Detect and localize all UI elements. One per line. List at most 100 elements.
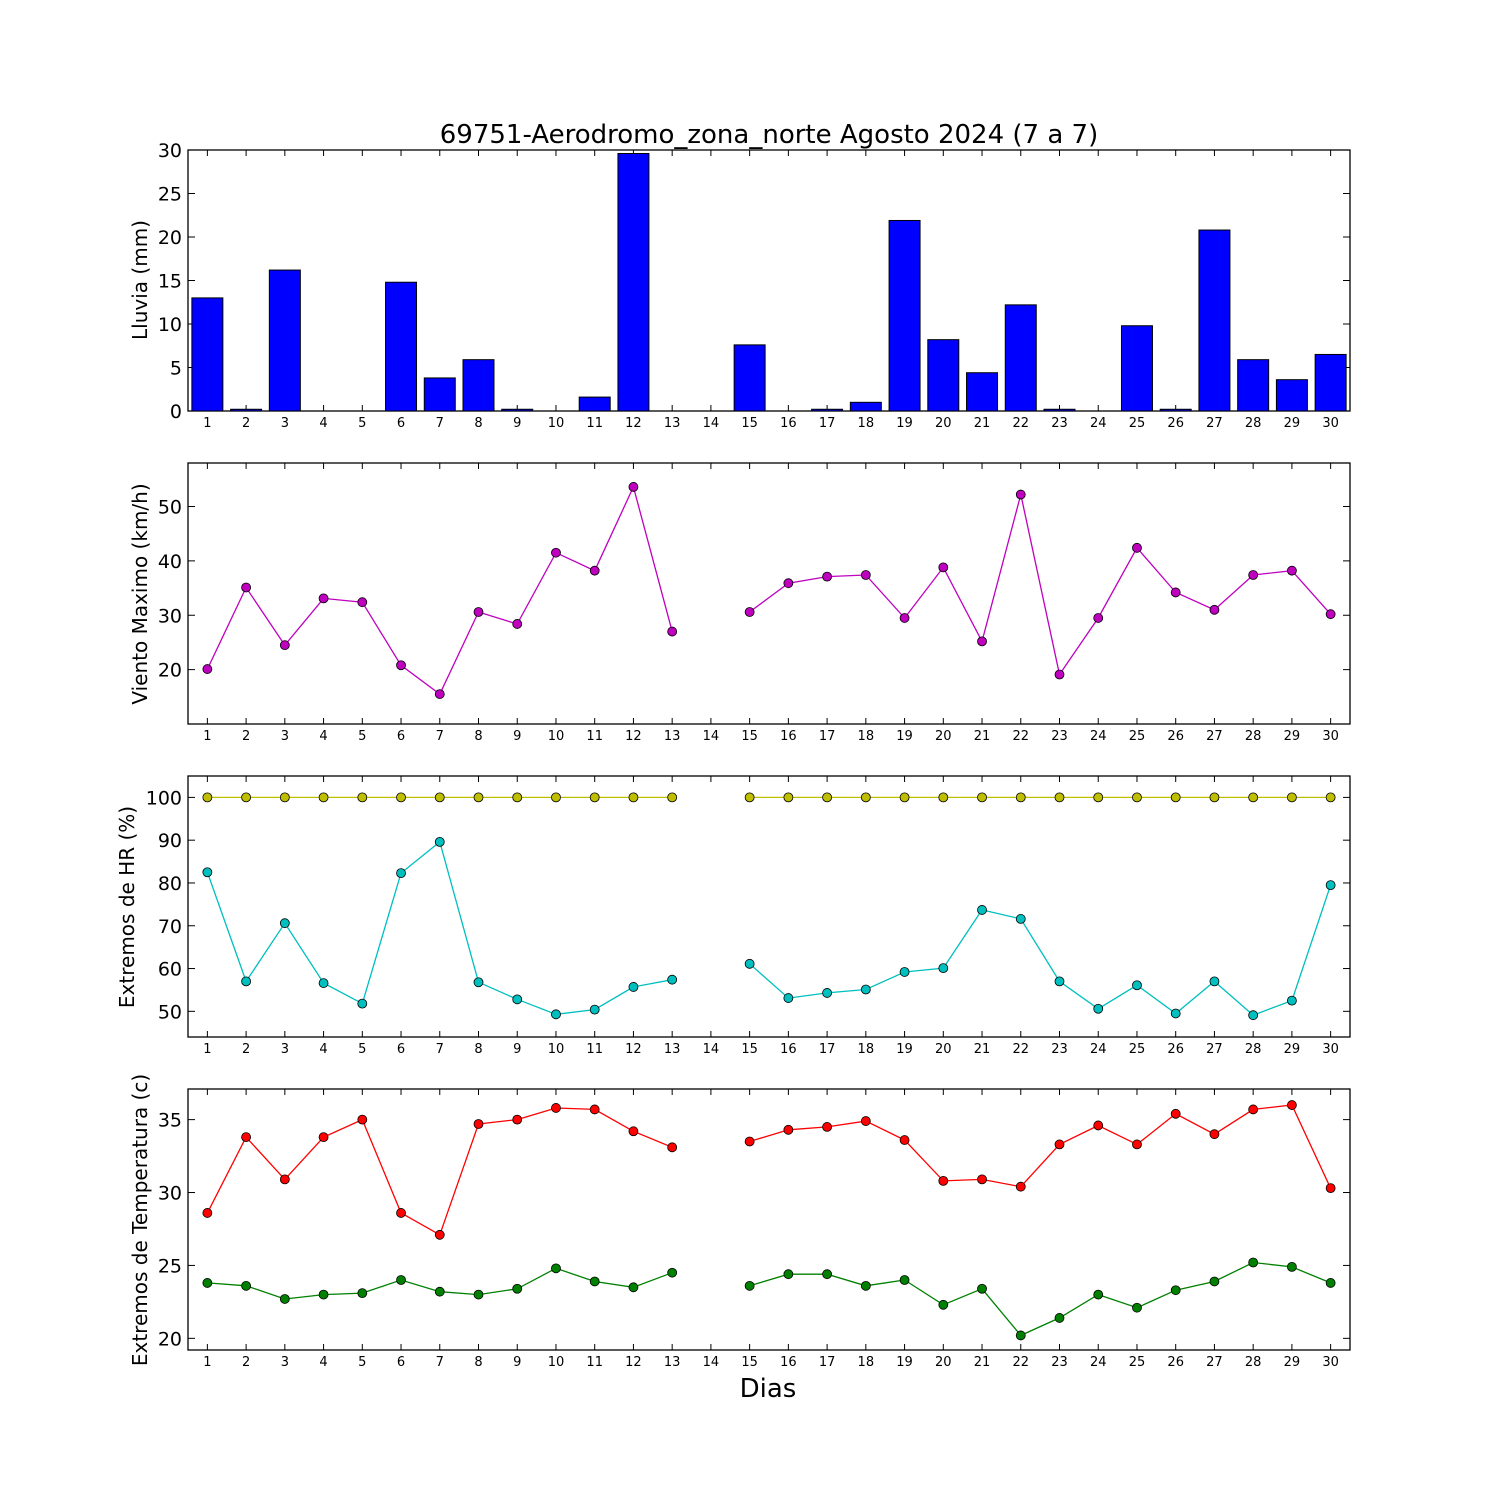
wind-point-wind	[1287, 565, 1297, 576]
humidity-point-hr_min	[899, 967, 910, 977]
humidity-point-hr_min	[512, 994, 523, 1005]
temperature-point-t_max	[899, 1135, 910, 1145]
wind-x-tick-label: 7	[436, 729, 444, 744]
temperature-point-t_max	[822, 1122, 832, 1132]
wind-point-wind	[977, 636, 987, 647]
temperature-point-t_max	[977, 1174, 987, 1185]
temperature-x-tick-label: 2	[242, 1355, 250, 1370]
temperature-series-line-t_max	[749, 1104, 1332, 1189]
rain-x-tick-label: 11	[586, 416, 603, 431]
temperature-point-t_max	[589, 1104, 600, 1115]
wind-x-tick-label: 12	[625, 729, 642, 744]
humidity-point-hr_min	[318, 978, 329, 988]
wind-point-wind	[241, 582, 252, 593]
humidity-point-hr_max	[1209, 792, 1220, 803]
temperature-point-t_min	[667, 1267, 678, 1278]
wind-point-wind	[1054, 669, 1065, 680]
temperature-y-tick-label: 35	[158, 1110, 182, 1132]
temperature-x-tick-label: 14	[703, 1355, 720, 1370]
temperature-point-t_max	[357, 1114, 368, 1125]
humidity-plot-frame	[187, 775, 1351, 1038]
rain-x-tick-label: 18	[858, 416, 875, 431]
temperature-point-t_max	[744, 1136, 755, 1147]
temperature-x-tick-label: 9	[513, 1355, 521, 1370]
wind-point-wind	[744, 607, 755, 617]
rain-x-tick-label: 28	[1245, 416, 1262, 431]
humidity-y-tick-label: 80	[158, 873, 182, 895]
temperature-point-t_max	[938, 1175, 949, 1186]
temperature-point-t_min	[1325, 1278, 1336, 1288]
wind-point-wind	[1015, 489, 1026, 500]
humidity-point-hr_max	[357, 792, 368, 803]
humidity-point-hr_max	[1054, 792, 1065, 803]
humidity-point-hr_max	[977, 792, 987, 803]
humidity-point-hr_min	[1015, 914, 1026, 924]
rain-bar	[385, 281, 418, 412]
wind-y-tick-label: 40	[158, 551, 182, 573]
temperature-x-tick-label: 7	[436, 1355, 444, 1370]
rain-bar	[1159, 408, 1192, 412]
wind-point-wind	[202, 664, 213, 674]
humidity-point-hr_min	[1054, 976, 1065, 987]
rain-x-tick-label: 29	[1284, 416, 1301, 431]
rain-x-tick-label: 14	[703, 416, 720, 431]
temperature-series-line-t_max	[206, 1107, 673, 1236]
temperature-x-tick-label: 21	[974, 1355, 991, 1370]
humidity-y-tick-label: 90	[158, 830, 182, 852]
rain-bar	[617, 152, 650, 412]
humidity-point-hr_min	[667, 974, 678, 985]
temperature-point-t_min	[899, 1275, 910, 1285]
humidity-x-tick-label: 7	[436, 1042, 444, 1057]
rain-bar	[1237, 359, 1270, 412]
rain-y-tick-label: 15	[158, 271, 182, 293]
humidity-x-tick-label: 2	[242, 1042, 250, 1057]
humidity-x-tick-label: 6	[397, 1042, 405, 1057]
temperature-point-t_min	[860, 1280, 871, 1291]
temperature-y-tick-label: 30	[158, 1183, 182, 1205]
temperature-point-t_max	[1287, 1100, 1297, 1110]
humidity-x-tick-label: 9	[513, 1042, 521, 1057]
humidity-point-hr_min	[241, 976, 252, 987]
humidity-point-hr_min	[1287, 995, 1297, 1006]
temperature-point-t_min	[241, 1280, 252, 1291]
temperature-point-t_min	[202, 1278, 213, 1288]
wind-series-line-wind	[206, 484, 673, 696]
humidity-point-hr_min	[860, 984, 871, 995]
temperature-y-tick-label: 20	[158, 1328, 182, 1350]
temperature-x-tick-label: 22	[1012, 1355, 1029, 1370]
wind-point-wind	[1209, 604, 1220, 615]
rain-y-tick-label: 5	[170, 358, 182, 380]
humidity-point-hr_max	[396, 792, 406, 803]
humidity-x-tick-label: 22	[1012, 1042, 1029, 1057]
rain-bar	[501, 408, 534, 412]
temperature-point-t_max	[1325, 1183, 1336, 1194]
temperature-point-t_max	[1170, 1108, 1181, 1119]
x-axis-label: Dias	[740, 1374, 797, 1404]
temperature-point-t_min	[938, 1299, 949, 1310]
humidity-x-tick-label: 29	[1284, 1042, 1301, 1057]
temperature-point-t_max	[551, 1103, 561, 1113]
humidity-point-hr_max	[473, 792, 484, 803]
rain-y-tick-label: 10	[158, 314, 182, 336]
rain-x-tick-label: 19	[896, 416, 913, 431]
temperature-point-t_max	[1093, 1120, 1104, 1131]
temperature-x-tick-label: 6	[397, 1355, 405, 1370]
wind-x-tick-label: 9	[513, 729, 521, 744]
humidity-point-hr_min	[279, 918, 290, 929]
temperature-point-t_min	[512, 1283, 523, 1294]
rain-x-tick-label: 30	[1322, 416, 1339, 431]
temperature-y-axis-label: Extremos de Temperatura (c)	[128, 1074, 152, 1366]
wind-x-tick-label: 3	[281, 729, 289, 744]
wind-point-wind	[1093, 613, 1104, 623]
humidity-point-hr_min	[434, 836, 445, 847]
temperature-point-t_max	[860, 1116, 871, 1126]
humidity-point-hr_min	[357, 998, 368, 1009]
temperature-point-t_min	[318, 1289, 329, 1300]
rain-bar	[1198, 229, 1231, 412]
wind-y-axis-label: Viento Maximo (km/h)	[128, 483, 152, 704]
temperature-y-tick-label: 25	[158, 1255, 182, 1277]
rain-x-tick-label: 8	[474, 416, 482, 431]
humidity-point-hr_max	[589, 792, 600, 803]
